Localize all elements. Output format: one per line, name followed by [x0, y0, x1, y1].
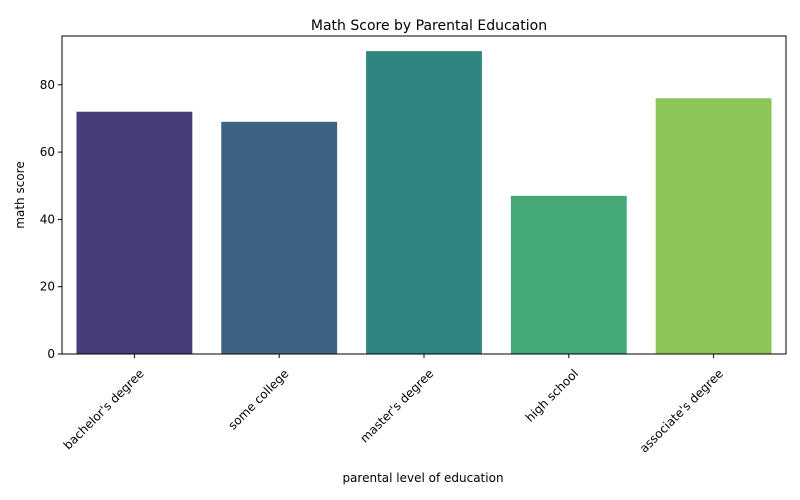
bars-group — [76, 51, 772, 355]
x-tick-label-3: high school — [523, 366, 581, 424]
y-axis-title: math score — [13, 161, 27, 228]
x-tick-label-4: associate's degree — [637, 366, 726, 455]
y-tick-label-0: 0 — [47, 347, 55, 361]
x-axis-ticks: bachelor's degree some college master's de… — [61, 354, 726, 456]
bar-1 — [221, 121, 338, 354]
y-tick-label-4: 80 — [40, 78, 55, 92]
bar-0 — [76, 111, 193, 354]
plot-frame — [61, 35, 787, 355]
y-tick-label-3: 60 — [40, 145, 55, 159]
y-tick-label-2: 40 — [40, 212, 55, 226]
chart-title: Math Score by Parental Education — [311, 18, 547, 34]
x-tick-label-0: bachelor's degree — [61, 366, 147, 452]
x-axis-title: parental level of education — [342, 471, 503, 485]
y-axis-ticks: 0 20 40 60 80 — [40, 78, 62, 361]
y-tick-label-1: 20 — [40, 280, 55, 294]
x-tick-label-2: master's degree — [357, 366, 436, 445]
bar-2 — [366, 51, 482, 355]
x-tick-label-1: some college — [225, 366, 291, 432]
bar-4 — [655, 98, 772, 354]
bar-3 — [510, 195, 627, 354]
